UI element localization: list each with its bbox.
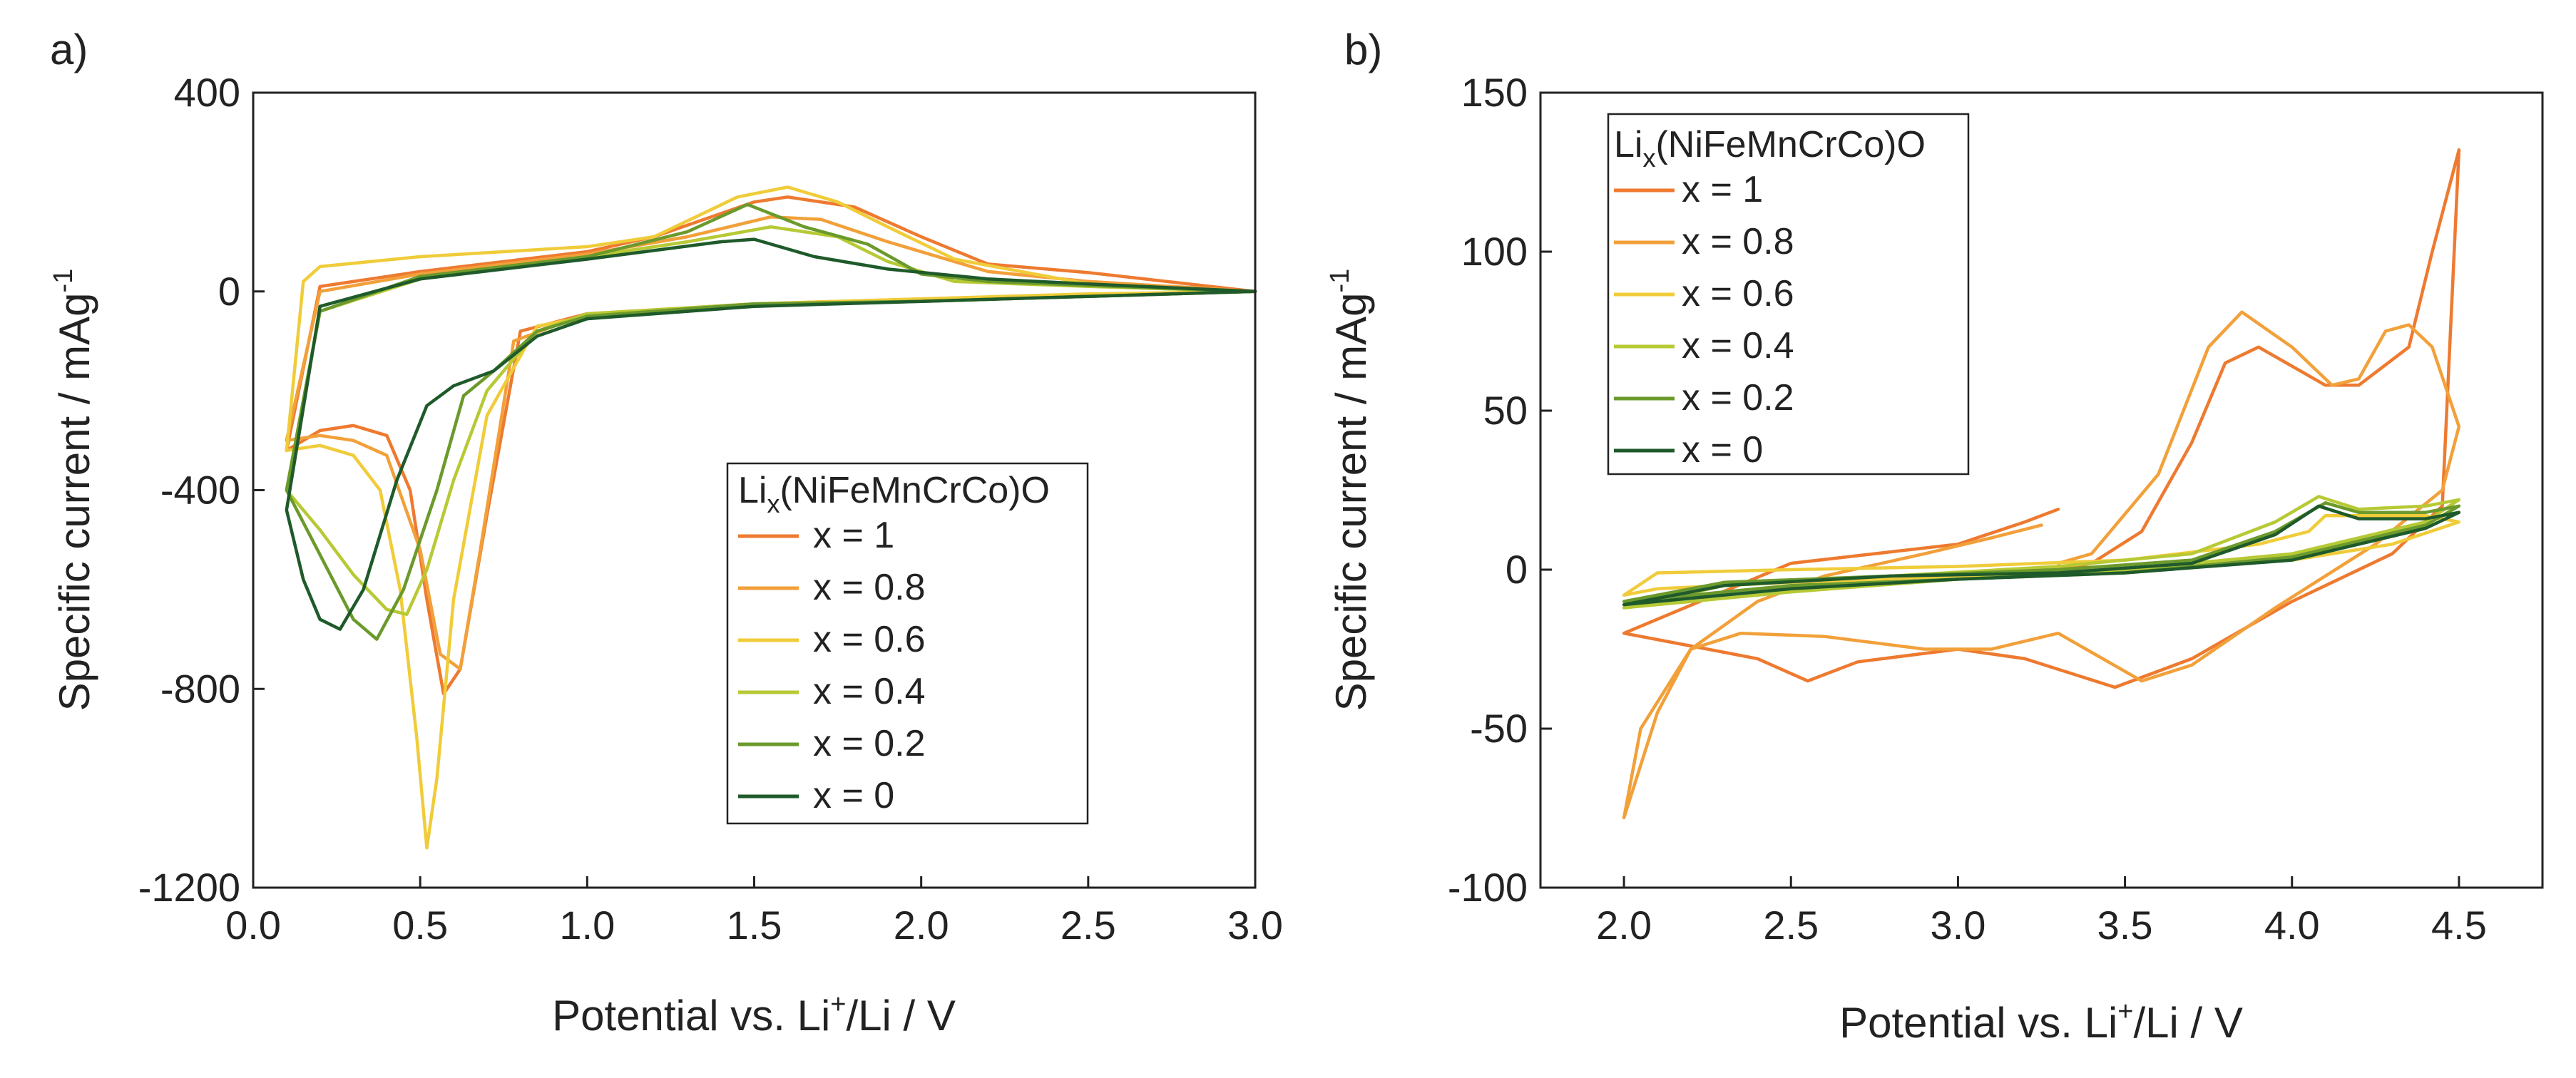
legend-entry-label: x = 0.6 (813, 619, 926, 660)
x-tick-label: 2.5 (1060, 903, 1116, 948)
panel-b-x-axis-label: Potential vs. Li+/Li / V (1839, 997, 2243, 1047)
legend-entry-label: x = 0 (813, 775, 894, 816)
panel-a-label: a) (50, 26, 88, 73)
legend-entry-label: x = 0 (1682, 429, 1763, 471)
x-tick-label: 4.5 (2431, 903, 2487, 948)
x-tick-label: 3.5 (2097, 903, 2153, 948)
panel-a-y-axis-label: Specific current / mAg-1 (48, 269, 98, 712)
panel-a-y-ticks: 400 0 -400 -800 -1200 (138, 70, 265, 910)
legend-entry-label: x = 0.2 (813, 723, 926, 764)
panel-b-legend-title: Lix(NiFeMnCrCo)O (1614, 124, 1926, 173)
x-tick-label: 1.5 (727, 903, 782, 948)
panel-a-chart: a) 0.0 0.5 1.0 1.5 2.0 2.5 3.0 400 0 -400 -800 -12… (48, 26, 1283, 1040)
x-tick-label: 2.5 (1763, 903, 1819, 948)
y-tick-label: -800 (160, 666, 240, 711)
series-line-x0 (1622, 504, 2461, 607)
panel-a-x-axis-label: Potential vs. Li+/Li / V (552, 990, 956, 1040)
panel-b-legend-items: x = 1 x = 0.8 x = 0.6 x = 0.4 x = 0.2 x = 0 (1614, 169, 1794, 471)
x-tick-label: 0.0 (225, 903, 281, 948)
legend-entry-label: x = 1 (1682, 169, 1763, 210)
y-tick-label: 100 (1461, 229, 1528, 274)
legend-entry-label: x = 0.4 (1682, 325, 1794, 366)
x-tick-label: 2.0 (894, 903, 949, 948)
x-tick-label: 1.0 (559, 903, 615, 948)
legend-entry-label: x = 1 (813, 515, 894, 556)
series-line-x0-6 (285, 185, 1257, 850)
y-tick-label: 400 (174, 70, 240, 115)
panel-b-label: b) (1344, 26, 1382, 73)
legend-entry-label: x = 0.8 (1682, 221, 1794, 262)
panel-a-legend-box (726, 462, 1089, 825)
series-line-x0-6 (1622, 513, 2461, 597)
panel-a-x-ticks: 0.0 0.5 1.0 1.5 2.0 2.5 3.0 (225, 876, 1283, 948)
legend-entry-label: x = 0.6 (1682, 273, 1794, 314)
x-tick-label: 4.0 (2264, 903, 2320, 948)
panel-a-legend: Lix(NiFeMnCrCo)O x = 1x = 0.8x = 0.6x = … (726, 462, 1089, 825)
x-tick-label: 0.5 (392, 903, 448, 948)
panel-b-plot-frame (1539, 91, 2544, 889)
panel-b-x-ticks: 2.0 2.5 3.0 3.5 4.0 4.5 (1596, 876, 2487, 948)
legend-entry-label: x = 0.4 (813, 671, 926, 712)
y-tick-label: -100 (1448, 865, 1528, 910)
legend-entry-label: x = 0.8 (813, 567, 926, 608)
series-line-x0 (285, 237, 1257, 631)
series-line-x1 (1622, 148, 2461, 689)
y-tick-label: -1200 (138, 865, 240, 910)
legend-entry-label: x = 0.2 (1682, 377, 1794, 419)
panel-b-y-ticks: 150 100 50 0 -50 -100 (1448, 70, 1552, 910)
panel-a-series-group (285, 185, 1257, 850)
x-tick-label: 3.0 (1930, 903, 1985, 948)
y-tick-label: -50 (1470, 706, 1528, 751)
y-tick-label: 0 (1506, 547, 1528, 592)
panel-b-legend: Lix(NiFeMnCrCo)O x = 1x = 0.8x = 0.6x = … (1607, 113, 1970, 476)
panel-a-legend-items: x = 1 x = 0.8 x = 0.6 x = 0.4 x = 0.2 x = 0 (738, 515, 926, 816)
panel-a-legend-title: Lix(NiFeMnCrCo)O (738, 470, 1050, 518)
panel-b-series-group (1622, 148, 2461, 820)
x-tick-label: 3.0 (1227, 903, 1283, 948)
y-tick-label: 150 (1461, 70, 1528, 115)
series-line-x0-8 (1622, 310, 2461, 820)
y-tick-label: -400 (160, 468, 240, 513)
panel-b-chart: b) 2.0 2.5 3.0 3.5 4.0 4.5 150 100 50 0 -50 -100 P… (1325, 26, 2544, 1047)
y-tick-label: 0 (218, 269, 240, 314)
panel-b-y-axis-label: Specific current / mAg-1 (1325, 269, 1375, 712)
x-tick-label: 2.0 (1596, 903, 1652, 948)
y-tick-label: 50 (1483, 388, 1528, 433)
